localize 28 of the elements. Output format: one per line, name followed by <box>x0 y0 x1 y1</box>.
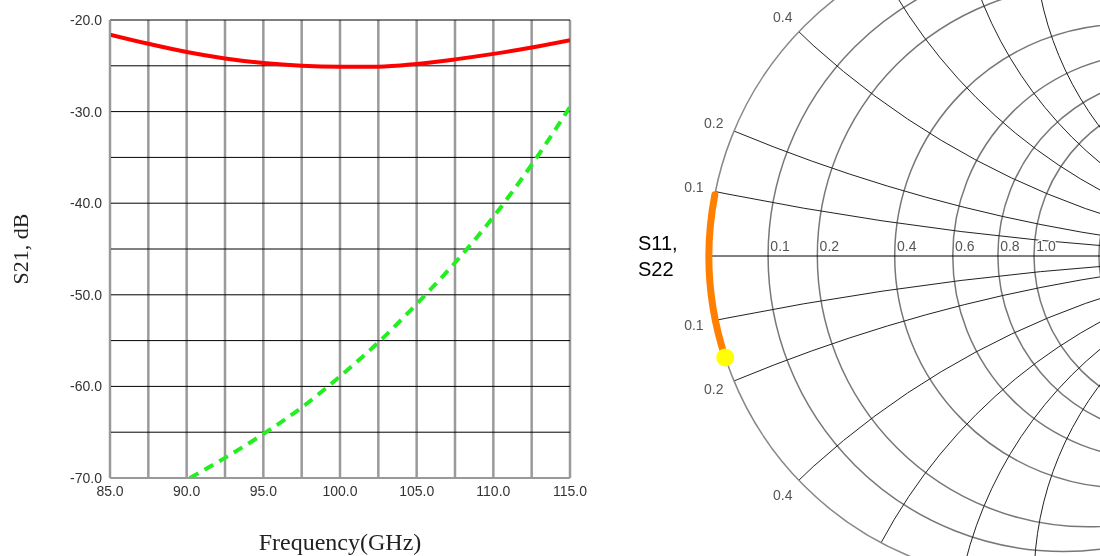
y-axis-title: S21, dB <box>7 213 33 285</box>
text: S11, S22 <box>638 232 678 280</box>
text: 0.2 <box>703 114 724 131</box>
text: 0.4 <box>772 487 793 504</box>
text: 0.2 <box>819 238 840 254</box>
y-tick-label: -50.0 <box>70 286 103 303</box>
y-tick-label: -60.0 <box>70 378 103 395</box>
x-tick-label: 100.0 <box>322 482 358 499</box>
text: 0.8 <box>1000 238 1020 254</box>
text: 0.4 <box>772 8 793 25</box>
x-tick-label: 105.0 <box>399 482 435 499</box>
text: 0.1 <box>770 238 791 254</box>
y-tick-label: -30.0 <box>70 103 103 120</box>
text: 0.6 <box>955 238 975 254</box>
y-tick-label: -40.0 <box>70 195 103 212</box>
text: 0.2 <box>703 381 724 398</box>
text: 0.1 <box>684 179 704 196</box>
line-series <box>110 32 570 69</box>
x-tick-label: 95.0 <box>249 482 278 499</box>
text: 0.1 <box>684 316 704 333</box>
line-series <box>187 105 570 478</box>
x-tick-label: 115.0 <box>553 482 588 499</box>
text: 1.0 <box>1036 238 1056 254</box>
y-tick-label: -20.0 <box>70 11 103 28</box>
x-tick-label: 110.0 <box>476 482 511 499</box>
x-axis-title: Frequency(GHz) <box>258 529 422 555</box>
text: 0.4 <box>896 238 917 254</box>
x-tick-label: 90.0 <box>173 482 201 499</box>
